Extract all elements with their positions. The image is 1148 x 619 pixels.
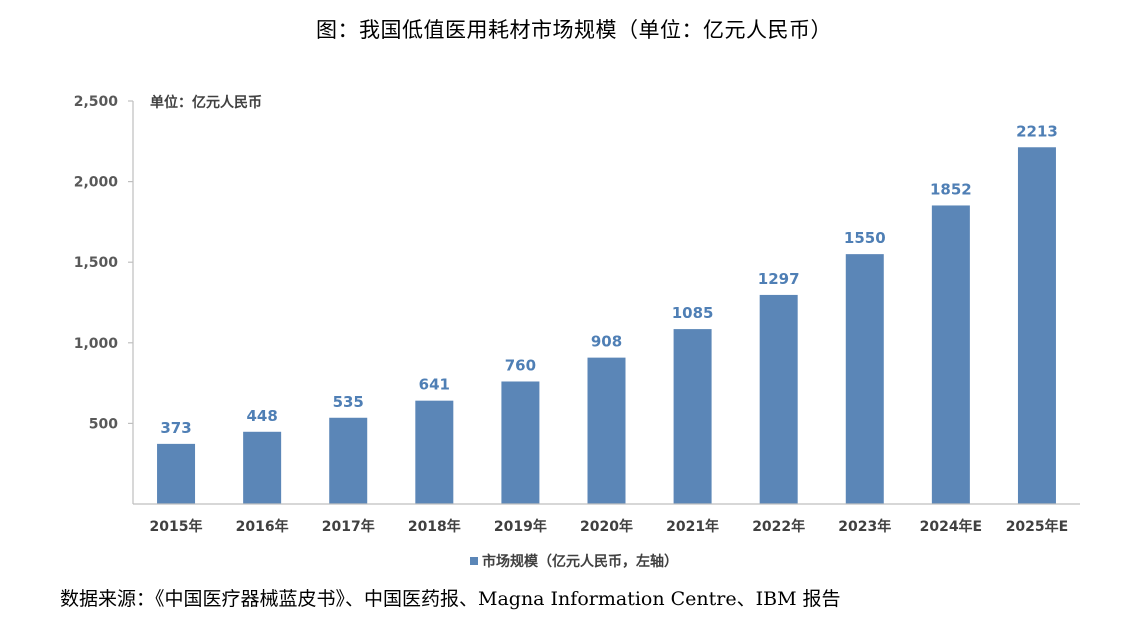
x-tick-label: 2017年	[322, 518, 375, 535]
chart-title: 图：我国低值医用耗材市场规模（单位：亿元人民币）	[316, 18, 832, 42]
x-tick-label: 2023年	[838, 518, 891, 535]
data-label: 1297	[758, 270, 800, 288]
bar	[415, 400, 454, 504]
y-tick-label: 1,500	[74, 255, 119, 271]
data-label: 1550	[844, 229, 886, 247]
legend-swatch	[470, 557, 478, 565]
data-label: 535	[333, 393, 364, 411]
bar	[1017, 147, 1056, 504]
bar	[673, 329, 712, 504]
unit-label: 单位：亿元人民币	[150, 94, 262, 111]
data-label: 641	[419, 376, 450, 394]
x-tick-label: 2016年	[236, 518, 289, 535]
y-tick-label: 1,000	[74, 336, 119, 352]
x-tick-label: 2025年E	[1006, 518, 1069, 535]
legend: 市场规模（亿元人民币，左轴）	[0, 551, 1148, 571]
data-label: 760	[505, 356, 536, 374]
bar	[845, 254, 884, 504]
source-note: 数据来源：《中国医疗器械蓝皮书》、中国医药报、Magna Information…	[60, 588, 841, 610]
bar	[243, 431, 282, 504]
x-tick-label: 2019年	[494, 518, 547, 535]
data-label: 2213	[1016, 122, 1058, 140]
data-label: 373	[160, 419, 191, 437]
x-tick-label: 2018年	[408, 518, 461, 535]
x-tick-label: 2020年	[580, 518, 633, 535]
bar	[931, 205, 970, 505]
data-label: 448	[246, 407, 277, 425]
bar	[587, 357, 626, 504]
bars: 373 448 535 641 760 908 1085 1297 1550 1852 2213	[157, 122, 1058, 505]
bar	[759, 294, 798, 504]
x-tick-label: 2015年	[150, 518, 203, 535]
data-label: 1085	[672, 304, 714, 322]
y-tick-label: 2,500	[74, 94, 119, 110]
x-tick-label: 2021年	[666, 518, 719, 535]
data-label: 1852	[930, 180, 972, 198]
bar	[157, 443, 196, 504]
y-tick-label: 500	[89, 416, 118, 432]
legend-label: 市场规模（亿元人民币，左轴）	[482, 554, 678, 570]
bar	[329, 417, 368, 504]
data-label: 908	[591, 333, 622, 351]
y-axis: 500 1,000 1,500 2,000 2,500	[74, 94, 134, 504]
bar	[501, 381, 540, 504]
x-tick-label: 2024年E	[920, 518, 983, 535]
x-tick-label: 2022年	[752, 518, 805, 535]
x-axis: 2015年 2016年 2017年 2018年 2019年 2020年 2021年 2022年…	[133, 503, 1080, 535]
y-tick-label: 2,000	[74, 175, 119, 191]
